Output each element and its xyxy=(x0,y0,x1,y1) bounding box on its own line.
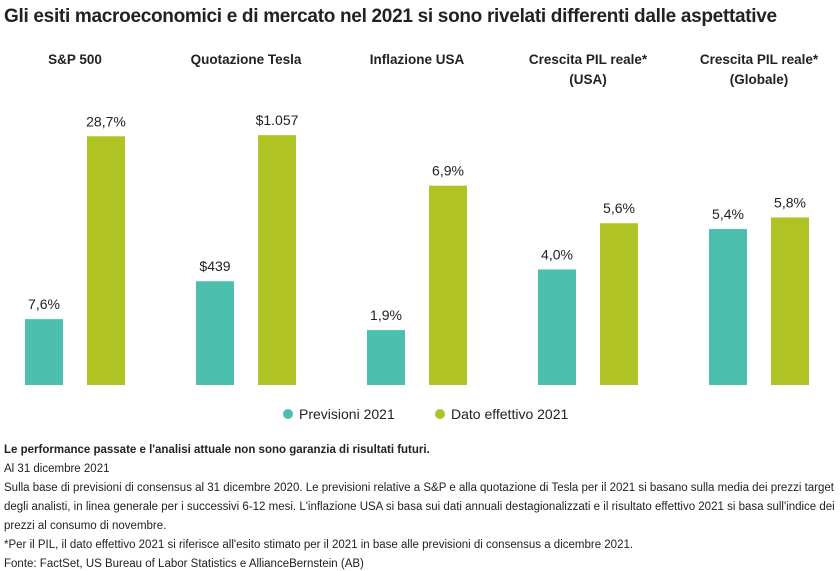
footnote: Fonte: FactSet, US Bureau of Labor Stati… xyxy=(4,558,364,570)
value-label: $439 xyxy=(199,258,230,274)
value-label: 28,7% xyxy=(86,113,126,129)
legend-label: Dato effettivo 2021 xyxy=(451,406,568,422)
panel-title: Crescita PIL reale* (Globale) xyxy=(699,52,819,87)
legend-marker xyxy=(435,409,445,419)
bar xyxy=(258,135,296,385)
bar xyxy=(429,185,467,385)
bar xyxy=(367,330,405,385)
panel-title: S&P 500 xyxy=(48,52,102,67)
value-label: 5,8% xyxy=(774,194,806,210)
value-label: 1,9% xyxy=(370,307,402,323)
footnote: Sulla base di previsioni di consensus al… xyxy=(4,482,835,532)
bar xyxy=(709,229,747,385)
bar xyxy=(538,269,576,385)
bar xyxy=(196,281,234,385)
panel-title: Inflazione USA xyxy=(369,52,465,67)
footnote: Al 31 dicembre 2021 xyxy=(4,463,110,475)
legend-marker xyxy=(283,409,293,419)
footnote: Le performance passate e l'analisi attua… xyxy=(4,444,430,456)
footnote: *Per il PIL, il dato effettivo 2021 si r… xyxy=(4,539,634,551)
bar xyxy=(25,319,63,385)
bar xyxy=(771,217,809,385)
value-label: 7,6% xyxy=(28,296,60,312)
value-label: 4,0% xyxy=(541,246,573,262)
panel-title: Quotazione Tesla xyxy=(190,52,302,67)
legend-label: Previsioni 2021 xyxy=(299,406,395,422)
footnotes: Le performance passate e l'analisi attua… xyxy=(4,441,836,571)
value-label: $1.057 xyxy=(256,112,299,128)
value-label: 5,6% xyxy=(603,200,635,216)
bar xyxy=(600,223,638,385)
panel-title: Crescita PIL reale* (USA) xyxy=(528,52,648,87)
value-label: 5,4% xyxy=(712,206,744,222)
page-title: Gli esiti macroeconomici e di mercato ne… xyxy=(4,6,777,27)
bar xyxy=(87,136,125,385)
value-label: 6,9% xyxy=(432,163,464,179)
charts: 7,6% 28,7% $439 $1.057 1,9% 6,9% 4,0% 5,6% 5,4% 5… xyxy=(25,112,809,422)
